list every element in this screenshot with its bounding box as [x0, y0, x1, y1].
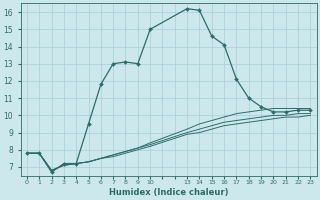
X-axis label: Humidex (Indice chaleur): Humidex (Indice chaleur): [109, 188, 228, 197]
